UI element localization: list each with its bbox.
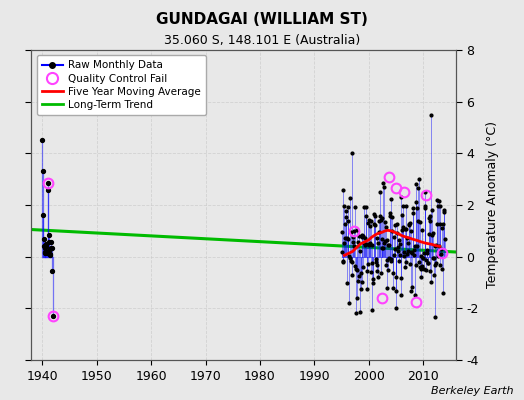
Text: 35.060 S, 148.101 E (Australia): 35.060 S, 148.101 E (Australia) xyxy=(164,34,360,47)
Legend: Raw Monthly Data, Quality Control Fail, Five Year Moving Average, Long-Term Tren: Raw Monthly Data, Quality Control Fail, … xyxy=(37,55,206,115)
Text: GUNDAGAI (WILLIAM ST): GUNDAGAI (WILLIAM ST) xyxy=(156,12,368,27)
Y-axis label: Temperature Anomaly (°C): Temperature Anomaly (°C) xyxy=(486,122,499,288)
Text: Berkeley Earth: Berkeley Earth xyxy=(431,386,514,396)
